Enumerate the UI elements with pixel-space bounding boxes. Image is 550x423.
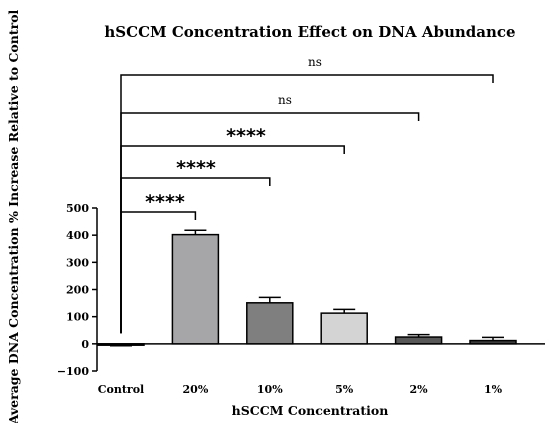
x-tick-label: 5%	[335, 383, 354, 396]
significance-label: ns	[278, 93, 292, 107]
y-tick-label: 400	[66, 229, 89, 242]
x-axis-title: hSCCM Concentration	[232, 403, 389, 418]
significance-label: ****	[226, 125, 266, 147]
x-tick-label: 2%	[410, 383, 429, 396]
bar	[320, 312, 368, 345]
y-tick-label: 0	[81, 338, 89, 351]
x-tick-label: 1%	[484, 383, 503, 396]
y-tick-label: 500	[66, 202, 89, 215]
significance-bracket	[120, 74, 494, 334]
y-tick-label: 100	[66, 311, 89, 324]
significance-label: ns	[308, 55, 322, 69]
y-tick-label: 300	[66, 256, 89, 269]
bar	[469, 339, 517, 345]
x-tick-label: Control	[98, 383, 144, 396]
significance-label: ****	[176, 157, 216, 179]
chart-title: hSCCM Concentration Effect on DNA Abunda…	[104, 23, 515, 41]
y-tick-label: −100	[57, 365, 90, 378]
plot-area: −100 0 100 200 300 400 500 Control 20% 10% 5% 2% 1% *…	[57, 55, 545, 396]
bar	[171, 233, 220, 345]
bar	[394, 336, 443, 345]
x-tick-label: 10%	[257, 383, 283, 396]
bar	[246, 302, 294, 345]
y-tick-label: 200	[66, 284, 89, 297]
significance-label: ****	[145, 191, 185, 213]
y-axis-title: Average DNA Concentration % Increase Rel…	[6, 9, 21, 423]
significance-bracket	[120, 145, 345, 334]
x-tick-label: 20%	[183, 383, 209, 396]
